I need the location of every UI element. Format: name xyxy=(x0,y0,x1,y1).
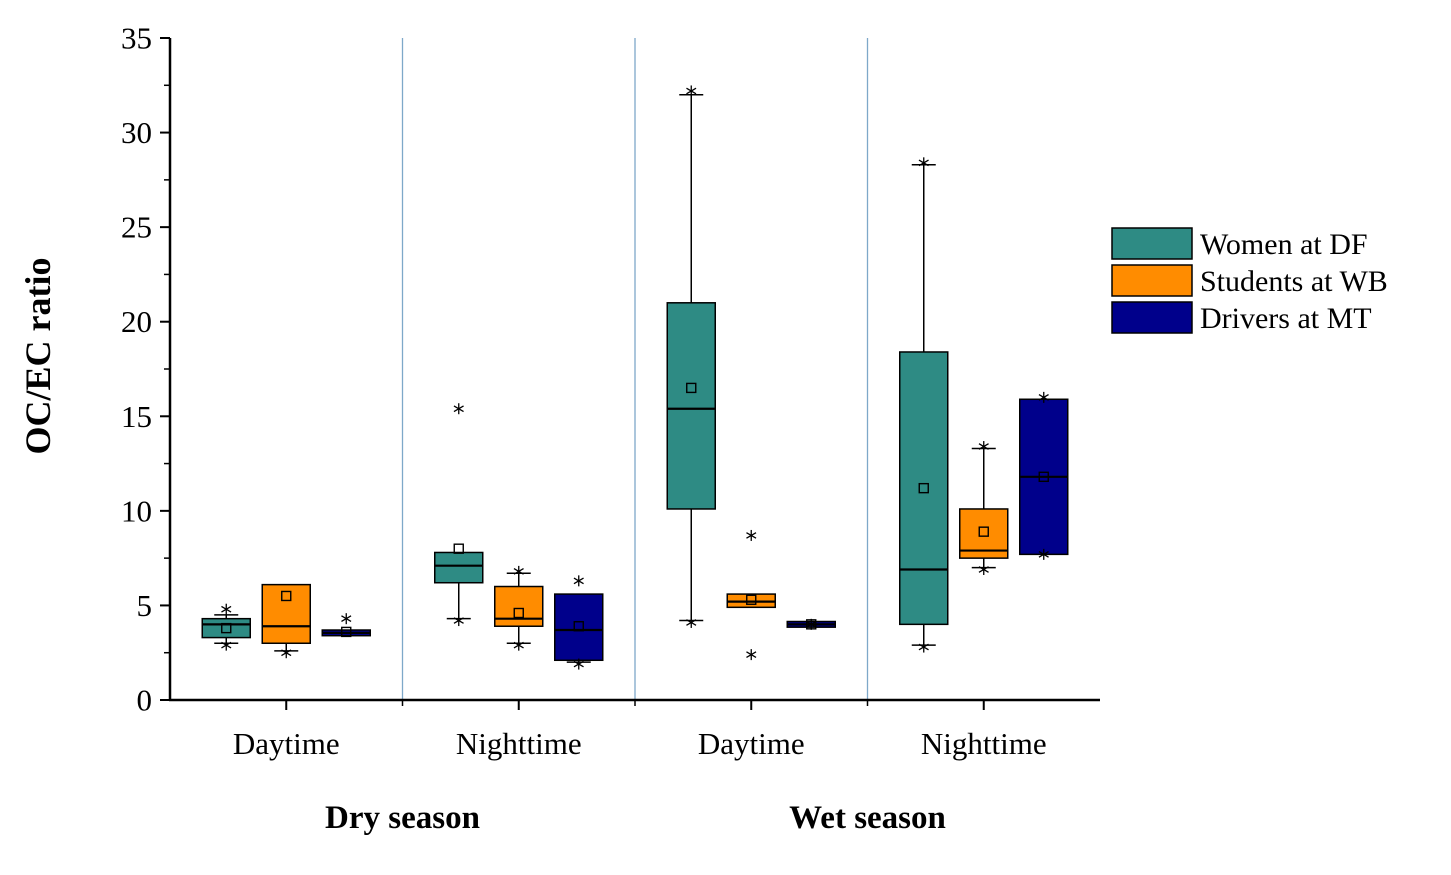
outlier-marker xyxy=(453,403,464,415)
outlier-marker xyxy=(746,649,757,661)
outlier-marker xyxy=(281,647,292,659)
y-tick-label: 25 xyxy=(121,210,152,245)
box-group xyxy=(1019,391,1069,560)
outlier-marker xyxy=(221,603,232,615)
box-group xyxy=(321,613,371,638)
mean-marker xyxy=(513,607,524,619)
box-rect xyxy=(261,583,311,645)
outlier-marker xyxy=(806,618,817,630)
box-rect xyxy=(201,617,251,639)
y-tick-label: 30 xyxy=(121,115,152,150)
outlier-marker xyxy=(573,575,584,587)
outlier-marker xyxy=(341,613,352,625)
mean-marker xyxy=(918,482,929,494)
legend-swatch-2 xyxy=(1111,264,1193,297)
mean-marker xyxy=(978,526,989,537)
x-tick-label: Daytime xyxy=(233,726,340,761)
season-label: Wet season xyxy=(789,800,946,836)
mean-marker xyxy=(573,621,584,632)
outlier-marker xyxy=(221,639,232,651)
box-group xyxy=(201,603,251,651)
legend-label-3: Drivers at MT xyxy=(1200,302,1372,335)
box-group xyxy=(666,85,716,628)
mean-marker xyxy=(341,626,352,638)
outlier-marker xyxy=(513,565,524,577)
box-rect xyxy=(666,302,716,510)
legend-label-2: Students at WB xyxy=(1200,265,1388,298)
mean-marker xyxy=(1038,471,1049,483)
outlier-marker xyxy=(918,641,929,653)
box-group xyxy=(261,583,311,659)
box-group xyxy=(786,618,836,630)
box-group xyxy=(959,441,1009,575)
outlier-marker xyxy=(1038,548,1049,560)
box-group xyxy=(434,403,484,627)
box-group xyxy=(494,565,544,651)
mean-marker xyxy=(221,622,232,634)
y-tick-label: 10 xyxy=(121,493,152,528)
box-group xyxy=(899,157,949,653)
y-tick-label: 20 xyxy=(121,304,152,339)
outlier-marker xyxy=(686,85,697,97)
legend-swatch-1 xyxy=(1111,227,1193,260)
outlier-marker xyxy=(918,157,929,169)
outlier-marker xyxy=(686,616,697,628)
y-tick-label: 5 xyxy=(137,588,153,623)
outlier-marker xyxy=(453,615,464,627)
outlier-marker xyxy=(978,441,989,453)
x-tick-label: Daytime xyxy=(698,726,805,761)
box-rect xyxy=(899,351,949,626)
mean-marker xyxy=(453,543,464,554)
season-label: Dry season xyxy=(325,800,480,836)
box-rect xyxy=(554,593,604,662)
mean-marker xyxy=(746,594,757,605)
legend-label-1: Women at DF xyxy=(1200,228,1368,261)
outlier-marker xyxy=(978,563,989,575)
y-tick-label: 35 xyxy=(121,21,152,56)
box-rect xyxy=(494,585,544,627)
mean-marker xyxy=(686,382,697,394)
box-rect xyxy=(434,551,484,584)
outlier-marker xyxy=(573,658,584,670)
y-tick-label: 0 xyxy=(137,683,153,718)
box-group xyxy=(726,529,776,661)
outlier-marker xyxy=(1038,391,1049,403)
x-tick-label: Nighttime xyxy=(921,726,1047,761)
outlier-marker xyxy=(513,639,524,651)
mean-marker xyxy=(281,590,292,602)
y-tick-label: 15 xyxy=(121,399,152,434)
x-tick-label: Nighttime xyxy=(456,726,582,761)
outlier-marker xyxy=(746,529,757,541)
legend-swatch-3 xyxy=(1111,301,1193,334)
box-group xyxy=(554,575,604,670)
